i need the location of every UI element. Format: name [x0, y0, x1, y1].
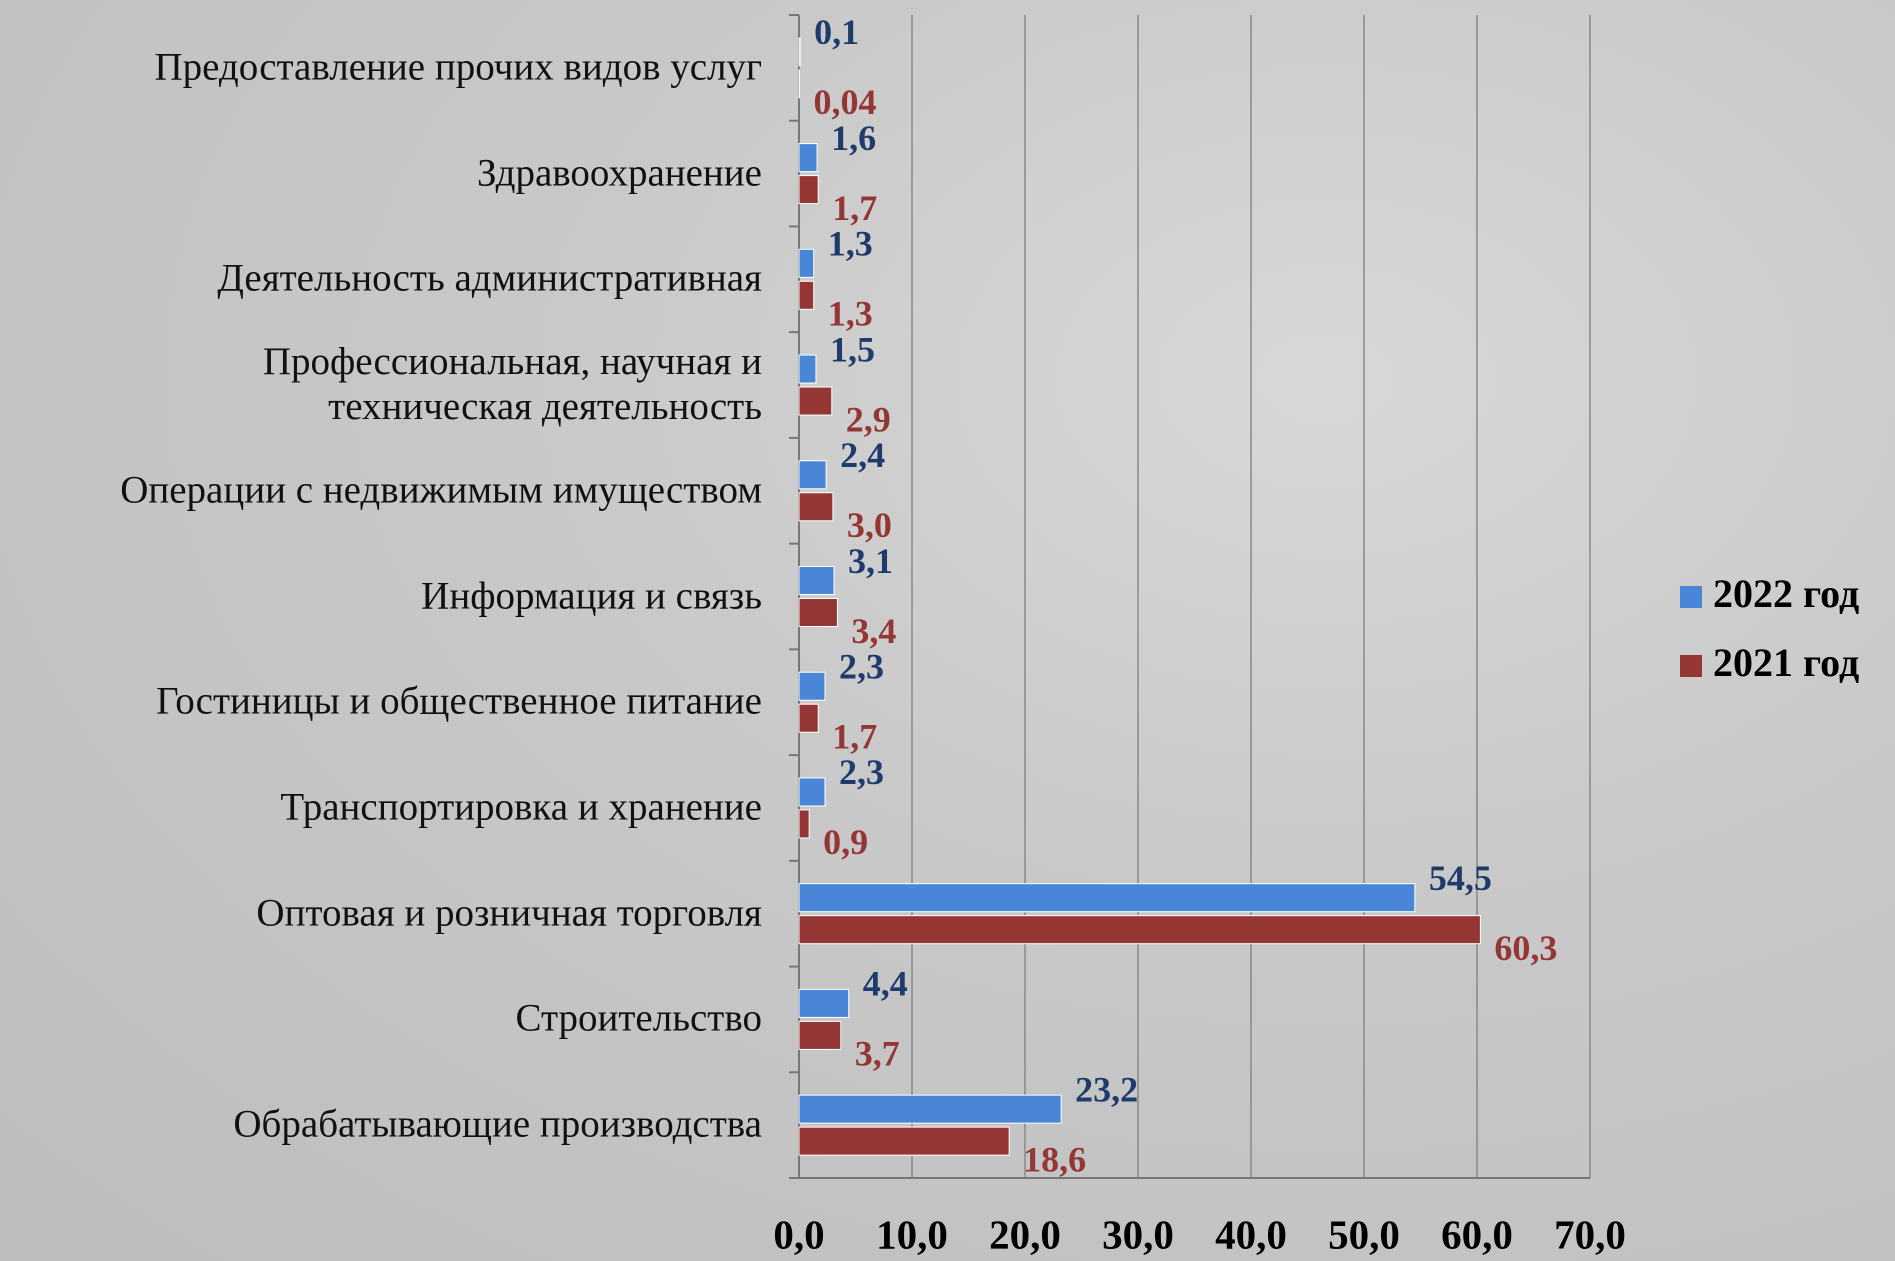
x-tick-label: 50,0 [1328, 1211, 1400, 1257]
data-label: 23,2 [1075, 1069, 1138, 1109]
bar [798, 598, 838, 627]
data-label: 1,7 [832, 716, 877, 756]
bar [798, 460, 827, 490]
y-tick-label: Оптовая и розничная торговля [256, 891, 762, 935]
y-tick-label: Деятельность административная [217, 256, 762, 300]
bar [798, 1094, 1062, 1124]
bar [798, 492, 834, 522]
data-label: 3,0 [847, 505, 892, 545]
bar [798, 143, 818, 173]
bar [798, 915, 1481, 945]
y-tick-label: Строительство [515, 996, 763, 1040]
bar [798, 37, 801, 67]
data-label: 3,7 [855, 1034, 900, 1074]
bar [798, 883, 1416, 913]
data-label: 18,6 [1023, 1139, 1086, 1179]
y-tick-label: Здравоохранение [477, 151, 762, 195]
data-label: 60,3 [1494, 928, 1557, 968]
bar [798, 280, 815, 310]
bar [798, 1126, 1010, 1156]
bar [798, 248, 815, 278]
data-label: 1,6 [831, 118, 876, 158]
bar [798, 1020, 842, 1050]
y-tick-label: Информация и связь [421, 574, 762, 618]
data-label: 2,4 [840, 435, 885, 475]
data-label: 2,9 [846, 399, 891, 439]
legend-label: 2021 год [1713, 640, 1859, 685]
x-tick-label: 0,0 [773, 1211, 824, 1257]
x-tick-label: 40,0 [1215, 1211, 1287, 1257]
y-tick-label: Транспортировка и хранение [280, 785, 762, 829]
y-tick-label: Обрабатывающие производства [233, 1102, 762, 1146]
legend-label: 2022 год [1713, 571, 1859, 616]
data-label: 1,3 [828, 224, 873, 264]
x-tick-label: 10,0 [876, 1211, 948, 1257]
y-tick-label: Профессиональная, научная и техническая … [262, 340, 762, 429]
x-tick-label: 30,0 [1102, 1211, 1174, 1257]
bar [798, 566, 835, 595]
data-label: 3,4 [851, 611, 896, 651]
legend-swatch [1680, 655, 1702, 677]
x-tick-label: 20,0 [989, 1211, 1061, 1257]
bar [798, 809, 810, 839]
bar [798, 175, 819, 205]
data-label: 0,9 [823, 822, 868, 862]
data-label: 2,3 [839, 752, 884, 792]
data-label: 1,5 [830, 329, 875, 369]
bar [798, 703, 819, 733]
legend-swatch [1680, 586, 1702, 608]
x-tick-label: 70,0 [1554, 1211, 1626, 1257]
data-label: 0,1 [814, 12, 859, 52]
data-label: 0,04 [813, 82, 876, 122]
data-label: 1,7 [832, 188, 877, 228]
y-tick-label: Операции с недвижимым имуществом [120, 468, 762, 512]
data-label: 54,5 [1429, 858, 1492, 898]
bar [798, 386, 833, 416]
data-label: 4,4 [863, 964, 908, 1004]
data-label: 3,1 [848, 541, 893, 581]
bar [798, 354, 817, 384]
x-tick-label: 60,0 [1441, 1211, 1513, 1257]
data-label: 1,3 [828, 294, 873, 334]
y-tick-label: Гостиницы и общественное питание [156, 679, 762, 723]
data-label: 2,3 [839, 646, 884, 686]
bar [798, 671, 826, 701]
bar [798, 777, 826, 807]
bar [798, 988, 850, 1018]
y-tick-label: Предоставление прочих видов услуг [154, 45, 762, 89]
